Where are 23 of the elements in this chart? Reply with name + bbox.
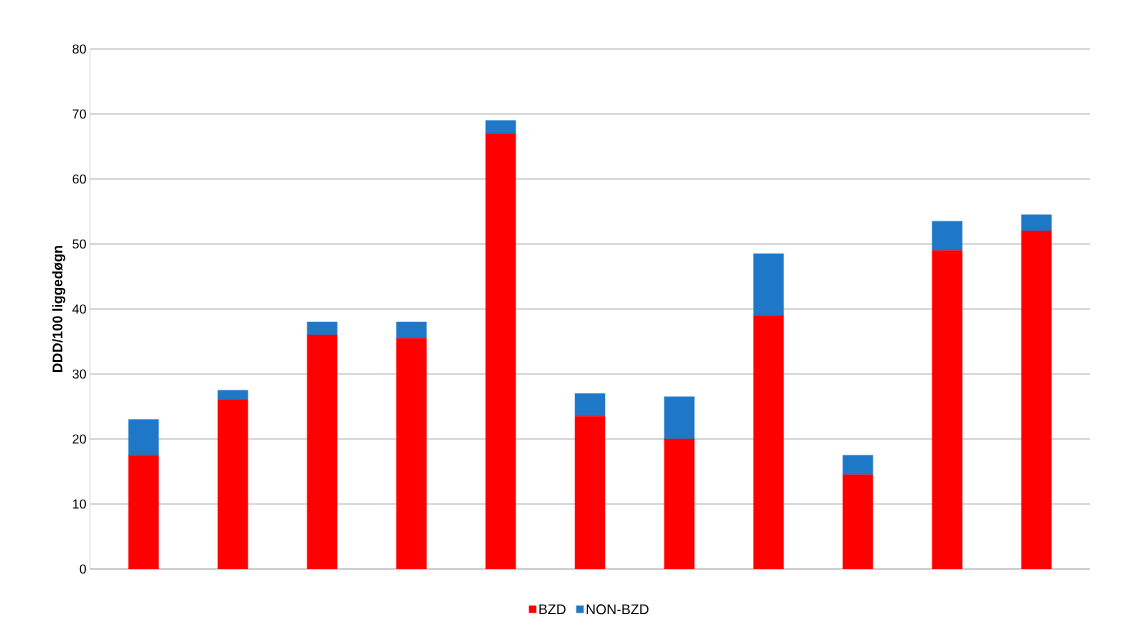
bar [664, 396, 695, 440]
y-tick-label: 80 [72, 44, 86, 54]
bar [574, 393, 606, 417]
y-tick-label: 70 [72, 109, 86, 119]
y-tick-label: 50 [72, 239, 86, 249]
legend-label: BZD [539, 604, 566, 615]
bar [1021, 214, 1052, 232]
y-tick-label: 60 [72, 174, 86, 184]
bar [128, 419, 159, 456]
bar [753, 253, 784, 316]
y-tick-label: 40 [72, 304, 86, 314]
legend-label: NON-BZD [586, 604, 649, 615]
y-axis-title: DDD/100 liggedøgn [52, 245, 66, 372]
bar [396, 321, 427, 339]
bar [306, 321, 338, 336]
bar [217, 390, 249, 401]
bar [842, 455, 874, 475]
bar [485, 120, 516, 134]
y-tick-label: 30 [72, 369, 86, 379]
y-tick-label: 20 [72, 434, 86, 444]
bar [931, 221, 963, 251]
y-tick-label: 10 [73, 499, 86, 509]
y-tick-label: 0 [79, 564, 86, 574]
